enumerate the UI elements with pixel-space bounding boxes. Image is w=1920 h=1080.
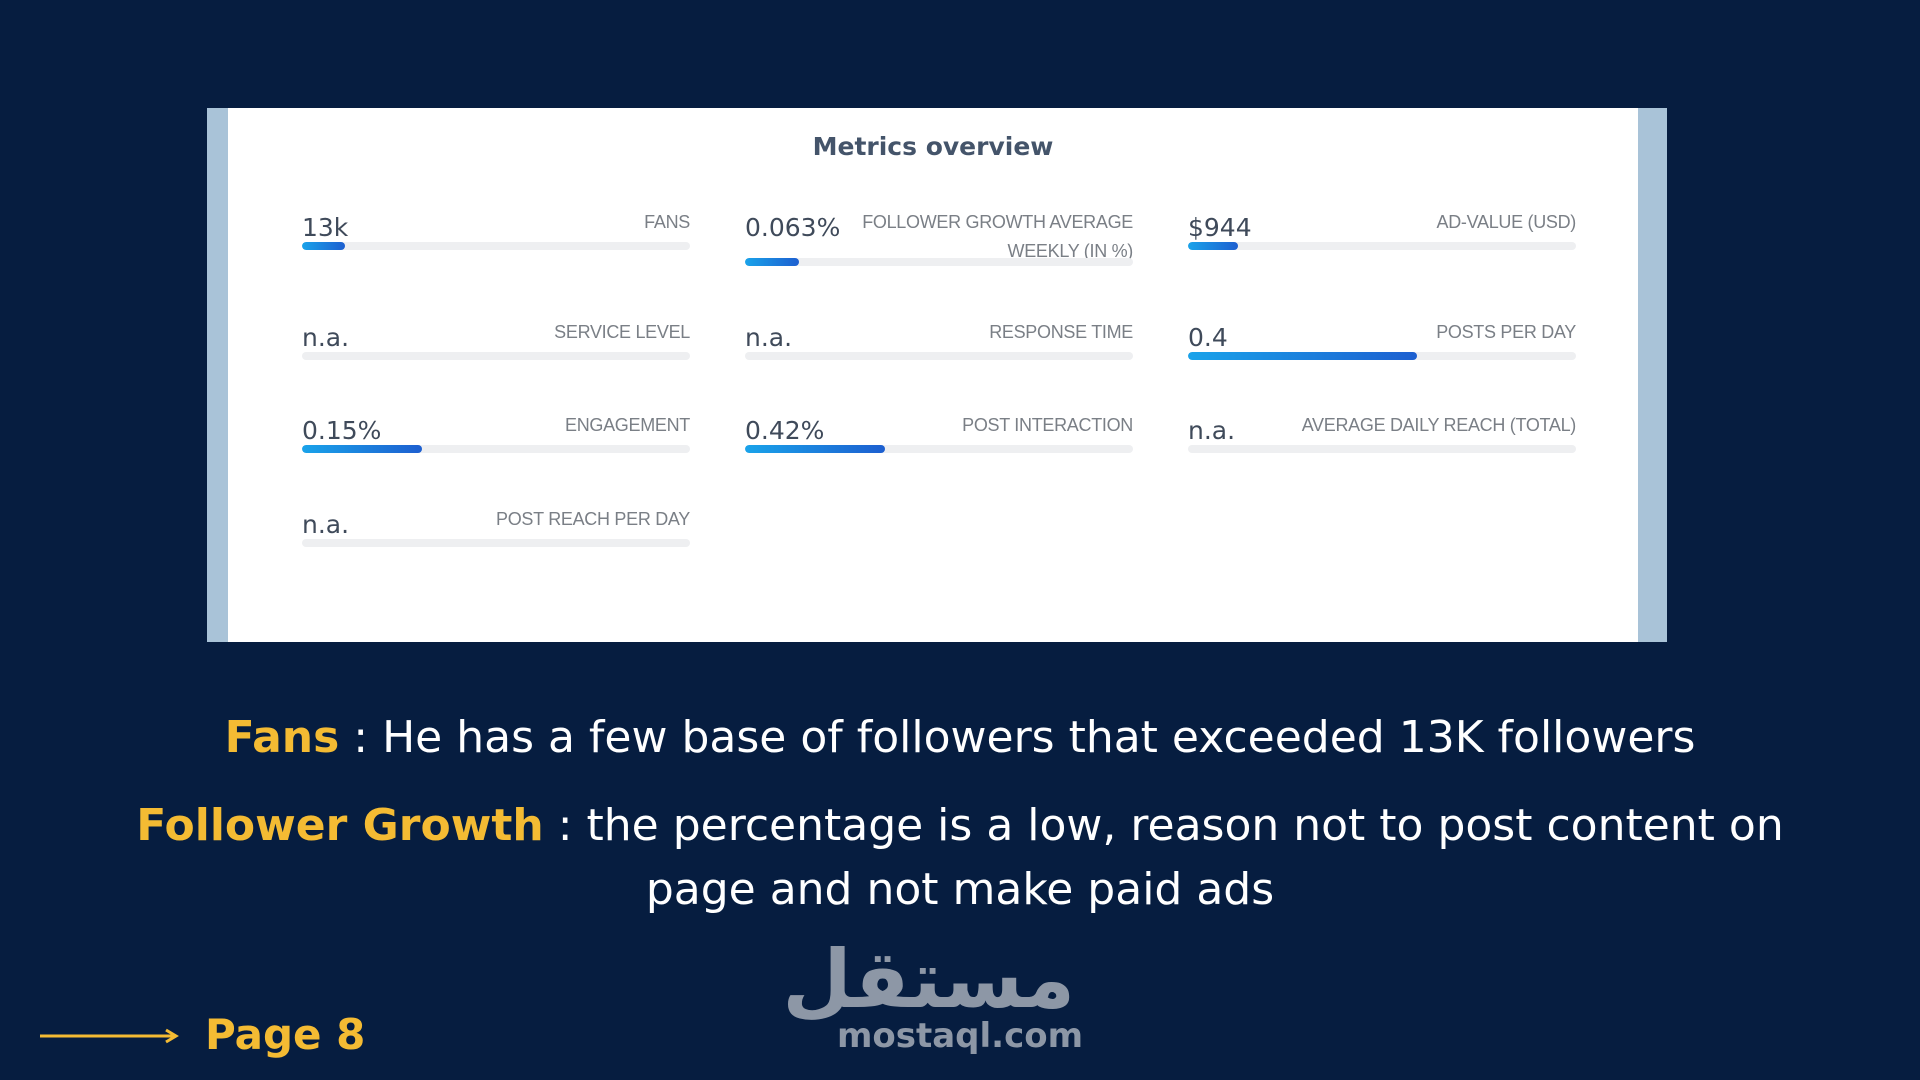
fans-caption-key: Fans <box>224 712 340 763</box>
metric-bar <box>302 539 690 547</box>
mostaql-logo-latin: mostaql.com <box>836 1016 1084 1056</box>
metric-label: POST INTERACTION <box>962 415 1133 435</box>
metric-engagement: 0.15% ENGAGEMENT <box>302 399 690 469</box>
metric-bar <box>745 258 1133 266</box>
panel-title: Metrics overview <box>812 132 1054 161</box>
metric-bar <box>1188 445 1576 453</box>
metric-bar <box>302 445 690 453</box>
metric-label: AVERAGE DAILY REACH (TOTAL) <box>1301 415 1577 435</box>
follower-growth-caption: Follower Growth : the percentage is a lo… <box>0 800 1920 851</box>
metric-response-time: n.a. RESPONSE TIME <box>745 306 1133 376</box>
metric-bar <box>745 352 1133 360</box>
metric-bar <box>1188 242 1576 250</box>
fans-caption-text: : He has a few base of followers that ex… <box>339 712 1696 763</box>
metric-label: FANS <box>644 212 690 232</box>
metric-posts-per-day: 0.4 POSTS PER DAY <box>1188 306 1576 376</box>
metric-bar-fill <box>302 445 423 453</box>
page-label: Page 8 <box>205 1010 366 1059</box>
follower-growth-caption-text: : the percentage is a low, reason not to… <box>543 800 1784 851</box>
metric-bar-fill <box>1188 352 1417 360</box>
arrow-right-icon <box>40 1028 179 1044</box>
metric-service-level: n.a. SERVICE LEVEL <box>302 306 690 376</box>
metric-label: RESPONSE TIME <box>989 322 1133 342</box>
metric-value: n.a. <box>302 323 350 352</box>
mostaql-logo-arabic: مستقل <box>782 933 1075 1026</box>
metrics-overview-panel: Metrics overview 13k FANS 0.063% FOLLOWE… <box>207 108 1667 642</box>
metric-label: POST REACH PER DAY <box>496 509 690 529</box>
metric-bar <box>745 445 1133 453</box>
metric-bar-fill <box>745 445 885 453</box>
metric-follower-growth: 0.063% FOLLOWER GROWTH AVERAGE WEEKLY (I… <box>745 196 1133 266</box>
metric-value: 13k <box>302 213 349 242</box>
metric-bar-fill <box>745 258 800 266</box>
metric-label: SERVICE LEVEL <box>554 322 690 342</box>
metric-value: 0.4 <box>1188 323 1228 352</box>
metric-bar <box>302 242 690 250</box>
metric-label: ENGAGEMENT <box>564 415 690 435</box>
metric-value: 0.063% <box>745 213 841 242</box>
follower-growth-caption-line2: page and not make paid ads <box>645 864 1275 915</box>
metric-ad-value: $944 AD-VALUE (USD) <box>1188 196 1576 266</box>
fans-caption: Fans : He has a few base of followers th… <box>0 712 1920 763</box>
metric-label: POSTS PER DAY <box>1436 322 1576 342</box>
metric-bar <box>302 352 690 360</box>
metric-value: 0.15% <box>302 416 382 445</box>
metric-label: AD-VALUE (USD) <box>1436 212 1577 232</box>
metric-value: n.a. <box>745 323 793 352</box>
metric-post-reach-per-day: n.a. POST REACH PER DAY <box>302 493 690 563</box>
metric-post-interaction: 0.42% POST INTERACTION <box>745 399 1133 469</box>
follower-growth-caption-key: Follower Growth <box>136 800 544 851</box>
metric-value: $944 <box>1188 213 1252 242</box>
metric-label: FOLLOWER GROWTH AVERAGE WEEKLY (IN %) <box>862 212 1133 261</box>
metric-average-daily-reach: n.a. AVERAGE DAILY REACH (TOTAL) <box>1188 399 1576 469</box>
metric-value: n.a. <box>1188 416 1236 445</box>
metric-bar-fill <box>302 242 345 250</box>
metric-bar-fill <box>1188 242 1239 250</box>
metric-value: n.a. <box>302 510 350 539</box>
metric-fans: 13k FANS <box>302 196 690 266</box>
metric-value: 0.42% <box>745 416 825 445</box>
metric-bar <box>1188 352 1576 360</box>
